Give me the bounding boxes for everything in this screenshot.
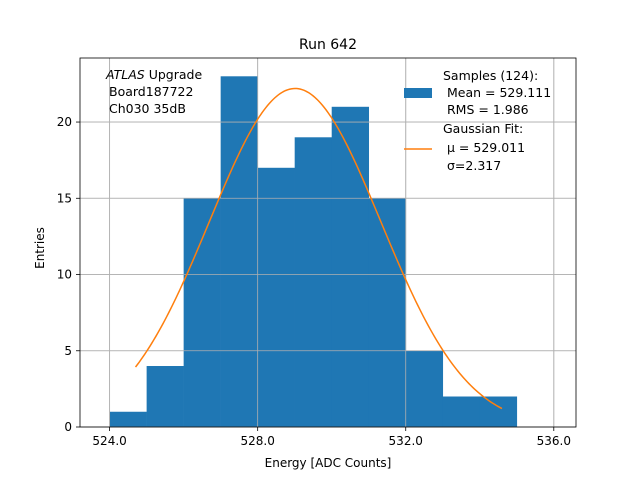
annotation-upgrade: Upgrade bbox=[145, 67, 203, 82]
annotation-board: Board187722 bbox=[109, 84, 193, 99]
plot-area bbox=[79, 57, 577, 428]
legend-histogram-swatch bbox=[404, 88, 432, 98]
y-tick-label: 0 bbox=[64, 420, 72, 434]
legend-samples-label: Samples (124): bbox=[443, 68, 538, 83]
gaussian-fit-curve bbox=[134, 87, 503, 410]
y-axis-label: Entries bbox=[33, 227, 47, 269]
histogram-bar bbox=[331, 106, 370, 427]
y-tick-label: 15 bbox=[57, 191, 72, 205]
y-tick-label: 10 bbox=[57, 268, 72, 282]
histogram-bar bbox=[405, 350, 444, 427]
axes-frame bbox=[79, 57, 577, 428]
histogram-bar bbox=[183, 198, 221, 427]
legend: Samples (124): Mean = 529.111 RMS = 1.98… bbox=[404, 68, 551, 173]
chart-title: Run 642 bbox=[299, 37, 357, 53]
legend-samples-mean: Mean = 529.111 bbox=[447, 85, 551, 100]
histogram-bar bbox=[220, 76, 258, 428]
x-tick-label: 524.0 bbox=[92, 434, 126, 448]
annotation-atlas-italic: ATLAS bbox=[105, 67, 145, 82]
histogram-bar bbox=[146, 366, 184, 427]
histogram-bar bbox=[479, 396, 518, 427]
histogram-bar bbox=[368, 198, 407, 427]
x-axis-ticks: 524.0 528.0 532.0 536.0 bbox=[92, 427, 571, 448]
legend-fit-label: Gaussian Fit: bbox=[443, 121, 523, 136]
x-tick-label: 528.0 bbox=[240, 434, 274, 448]
histogram-bar bbox=[257, 167, 295, 427]
histogram-bar bbox=[442, 396, 481, 427]
x-tick-label: 532.0 bbox=[389, 434, 423, 448]
legend-samples-rms: RMS = 1.986 bbox=[447, 102, 529, 117]
histogram-bar bbox=[294, 137, 333, 428]
y-tick-label: 5 bbox=[64, 344, 72, 358]
annotation-line-1: ATLAS Upgrade bbox=[105, 67, 202, 82]
x-tick-label: 536.0 bbox=[537, 434, 571, 448]
atlas-annotation: ATLAS Upgrade Board187722 Ch030 35dB bbox=[105, 67, 202, 116]
x-axis-label: Energy [ADC Counts] bbox=[265, 456, 392, 470]
legend-fit-sigma: σ=2.317 bbox=[447, 158, 501, 173]
histogram-bars bbox=[109, 76, 518, 428]
histogram-bar bbox=[109, 411, 147, 427]
annotation-channel: Ch030 35dB bbox=[109, 101, 186, 116]
y-axis-ticks: 0 5 10 15 20 bbox=[57, 115, 80, 434]
y-tick-label: 20 bbox=[57, 115, 72, 129]
legend-fit-mu: μ = 529.011 bbox=[447, 140, 525, 155]
